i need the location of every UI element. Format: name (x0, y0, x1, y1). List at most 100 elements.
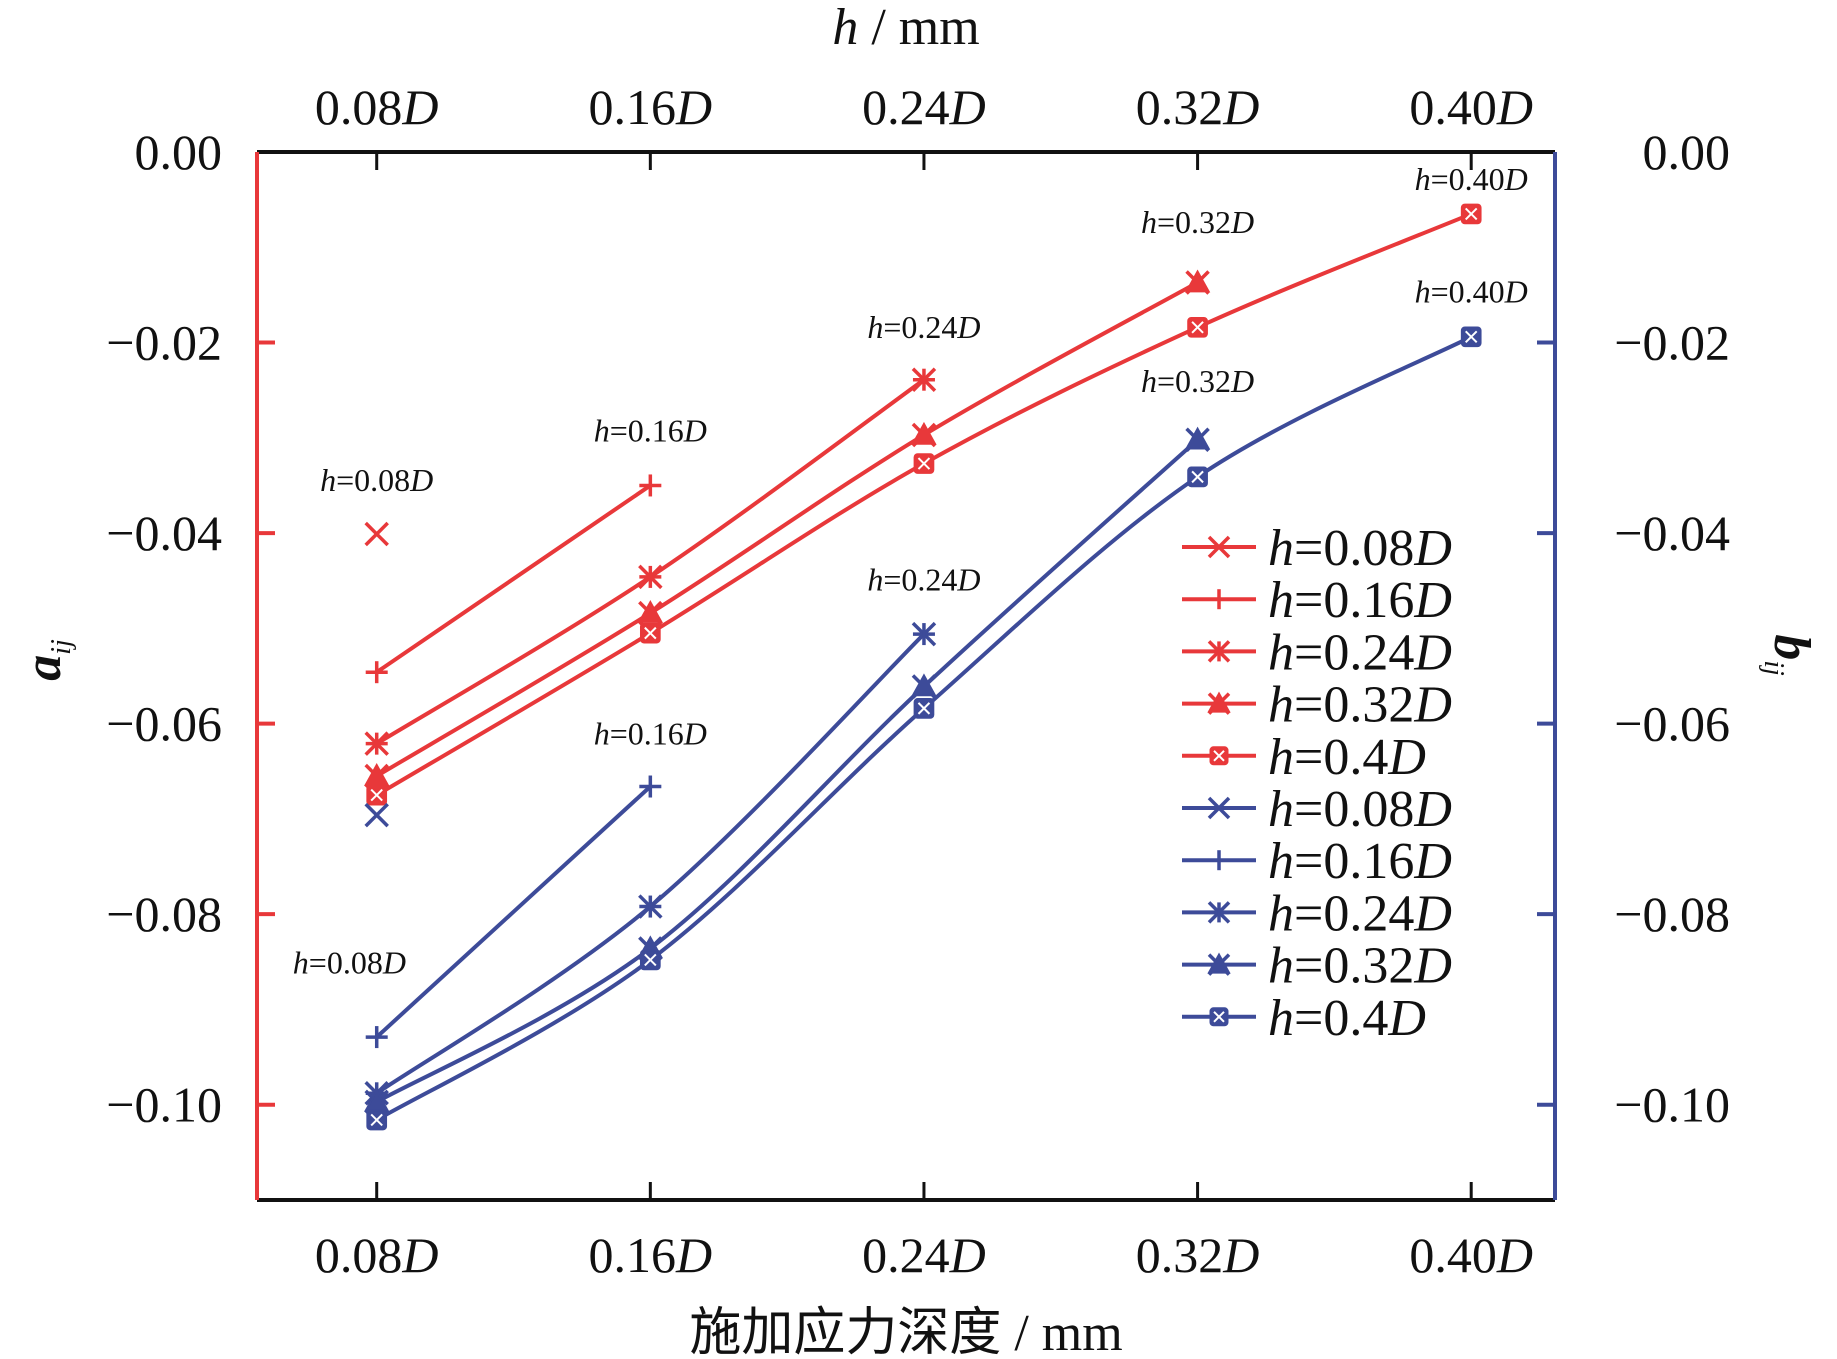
marker-cross (370, 788, 383, 802)
marker-triangle (911, 673, 937, 697)
annotation-label: h=0.24D (867, 309, 980, 345)
series-layer (364, 203, 1482, 1131)
y-tick-label-right: −0.02 (1614, 315, 1730, 371)
data-point (1187, 466, 1208, 488)
legend-item: h=0.4D (1182, 990, 1426, 1047)
data-point (364, 521, 389, 547)
legend-label: h=0.32D (1268, 938, 1452, 995)
series-b-h032d (364, 426, 1211, 1115)
annotation-label: h=0.40D (1415, 274, 1528, 310)
annotation-label: h=0.32D (1141, 204, 1254, 240)
y-tick-label-left: −0.02 (106, 315, 222, 371)
annotation-label: h=0.08D (293, 944, 406, 980)
y-tick-label-right: −0.08 (1614, 886, 1730, 942)
marker-cross (1464, 207, 1478, 221)
marker-triangle (637, 600, 664, 623)
data-point (911, 673, 937, 699)
legend-item: h=0.16D (1182, 833, 1452, 890)
y-tick-label-right: 0.00 (1643, 124, 1731, 180)
legend-marker (1209, 1007, 1229, 1027)
legend-item: h=0.08D (1182, 781, 1452, 838)
marker-stroke (364, 802, 389, 828)
y-tick-label-left: −0.08 (106, 886, 222, 942)
marker-cross (917, 702, 931, 715)
data-point (365, 1026, 388, 1049)
data-point (1184, 269, 1211, 295)
marker-triangle (1207, 952, 1231, 974)
marker-triangle (1184, 426, 1211, 450)
data-point (364, 731, 389, 756)
series-line (375, 632, 926, 1095)
data-point (1184, 426, 1211, 452)
y-tick-label-right: −0.06 (1614, 696, 1730, 752)
marker-triangle (1207, 691, 1231, 713)
series-b-h024d (364, 621, 937, 1106)
y-tick-label-right: −0.10 (1614, 1077, 1730, 1133)
legend-marker (1207, 901, 1231, 924)
annotation-label: h=0.08D (320, 462, 433, 498)
marker-cross (1191, 321, 1204, 334)
legend: h=0.08Dh=0.16Dh=0.24Dh=0.32Dh=0.4Dh=0.08… (1182, 520, 1452, 1047)
data-point (1187, 316, 1208, 338)
x-tick-label-top: 0.40D (1409, 79, 1533, 135)
legend-marker (1207, 535, 1231, 559)
marker-cross (644, 953, 657, 967)
series-line (375, 483, 652, 674)
legend-item: h=0.4D (1182, 729, 1426, 786)
y-tick-label-left: −0.10 (106, 1077, 222, 1133)
marker-cross (1464, 330, 1478, 344)
legend-label: h=0.32D (1268, 677, 1452, 734)
axes: 0.08D 0.08D 0.16D 0.16D 0.24D 0.24D 0.32D 0.32D… (106, 79, 1730, 1283)
data-point (637, 600, 664, 626)
x-tick-label-bottom: 0.40D (1409, 1227, 1533, 1283)
legend-marker (1209, 746, 1229, 766)
bottom-axis-title: 施加应力深度 / mm (689, 1305, 1122, 1359)
legend-item: h=0.24D (1182, 885, 1452, 942)
legend-label: h=0.24D (1268, 624, 1452, 681)
data-point (911, 367, 937, 392)
series-a-h016d (365, 474, 662, 684)
annotation-label: h=0.16D (594, 413, 707, 449)
legend-label: h=0.4D (1268, 990, 1426, 1047)
y-tick-label-right: −0.04 (1614, 505, 1730, 561)
marker-cross (1213, 1011, 1225, 1023)
marker-cross (370, 1113, 383, 1127)
data-point (1460, 203, 1482, 225)
legend-label: h=0.24D (1268, 885, 1452, 942)
legend-item: h=0.32D (1182, 938, 1452, 995)
data-point (1460, 326, 1482, 348)
series-line (375, 438, 1199, 1104)
x-tick-label-top: 0.08D (315, 79, 439, 135)
legend-item: h=0.08D (1182, 520, 1452, 577)
series-line (375, 785, 652, 1039)
y-tick-label-left: 0.00 (135, 124, 223, 180)
series-a-h032d (364, 269, 1211, 789)
data-point (913, 698, 935, 719)
legend-marker (1207, 640, 1231, 663)
series-a-h04d (366, 203, 1482, 806)
data-point (639, 622, 661, 644)
legend-item: h=0.16D (1182, 572, 1452, 629)
marker-stroke (1207, 535, 1231, 559)
marker-cross (1191, 470, 1204, 484)
data-point (364, 802, 389, 828)
data-point (911, 421, 937, 448)
marker-triangle (1184, 269, 1211, 293)
series-b-h008d (364, 802, 389, 828)
data-point (366, 784, 388, 806)
annotation-layer: h=0.08Dh=0.16Dh=0.24Dh=0.32Dh=0.40Dh=0.0… (293, 161, 1528, 980)
x-tick-label-top: 0.16D (589, 79, 713, 135)
marker-cross (644, 626, 657, 640)
data-point (913, 453, 935, 474)
x-tick-label-bottom: 0.16D (589, 1227, 713, 1283)
marker-triangle (911, 421, 937, 445)
data-point (638, 564, 663, 590)
x-tick-label-top: 0.32D (1136, 79, 1260, 135)
legend-item: h=0.24D (1182, 624, 1452, 681)
data-point (364, 762, 390, 789)
marker-stroke (1207, 796, 1231, 820)
x-tick-label-bottom: 0.32D (1136, 1227, 1260, 1283)
right-axis-title: bij (1758, 634, 1820, 676)
legend-label: h=0.08D (1268, 781, 1452, 838)
